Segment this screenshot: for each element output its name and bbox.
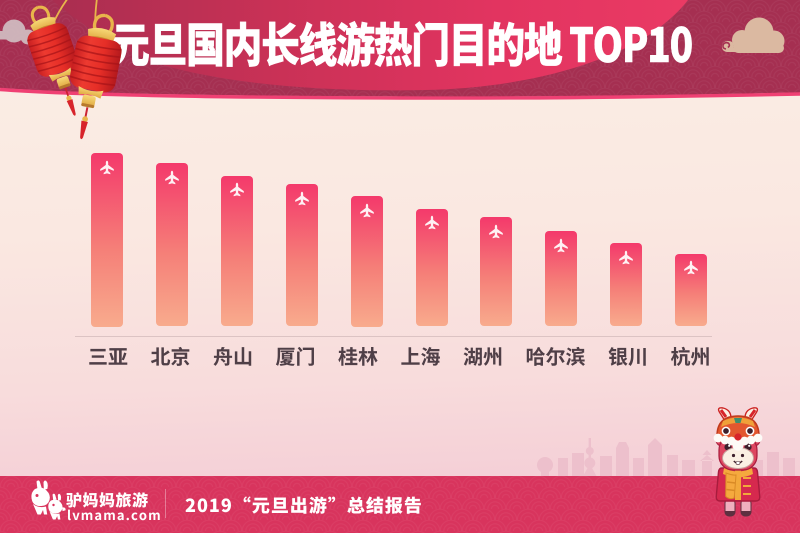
header-banner: 元旦国内长线游热门目的地 TOP10 (0, 0, 800, 150)
bar (545, 231, 578, 327)
bar-label: 上海 (400, 341, 441, 370)
header-background (0, 0, 800, 100)
bar-label: 三亚 (88, 341, 128, 370)
bar (155, 163, 188, 327)
airplane-icon (359, 203, 374, 218)
bar-label: 湖州 (463, 341, 503, 370)
lvmama-logo-icon (31, 480, 66, 520)
brand-name: 驴妈妈旅游 (66, 487, 149, 511)
airplane-icon (165, 170, 179, 185)
bar-label: 银川 (608, 341, 648, 370)
bar-label: 哈尔滨 (525, 341, 586, 370)
bar-label: 北京 (150, 341, 191, 370)
bar-label: 杭州 (670, 341, 711, 370)
page-title: 元旦国内长线游热门目的地 TOP10 (111, 7, 694, 76)
airplane-icon (424, 215, 439, 230)
bar (350, 196, 383, 327)
brand-domain: lvmama.com (67, 505, 162, 524)
bar-label: 舟山 (213, 341, 253, 370)
airplane-icon (230, 182, 244, 197)
bar (220, 175, 253, 327)
airplane-icon (619, 250, 633, 264)
airplane-icon (554, 238, 569, 252)
bar (480, 217, 513, 327)
category-labels-row: 三亚 北京 舟山 厦门 桂林 上海 湖州 哈尔滨 银川 杭州 (88, 346, 711, 366)
airplane-icon (684, 260, 698, 275)
header-ribbon (52, 0, 688, 91)
footer-pattern (0, 476, 800, 533)
header-edge-line (0, 87, 800, 100)
bar (285, 184, 318, 327)
red-lanterns-icon (16, 0, 130, 146)
bar (91, 153, 123, 327)
report-title: 2019“元旦出游”总结报告 (185, 492, 423, 518)
bar (675, 253, 708, 327)
airplane-icon (489, 224, 504, 238)
auspicious-cloud-icon (721, 17, 785, 53)
bar (415, 208, 448, 327)
bar-label: 厦门 (275, 341, 316, 370)
footer-divider (165, 489, 166, 518)
airplane-icon (100, 160, 114, 174)
bar (610, 243, 643, 327)
bar-label: 桂林 (338, 341, 378, 370)
footer-band: 驴妈妈旅游 lvmama.com 2019“元旦出游”总结报告 (0, 476, 800, 533)
x-axis-line (75, 336, 712, 337)
lion-hat (713, 407, 763, 451)
donkey-mascot-lion-dance-icon (713, 407, 763, 517)
airplane-icon (294, 191, 309, 205)
